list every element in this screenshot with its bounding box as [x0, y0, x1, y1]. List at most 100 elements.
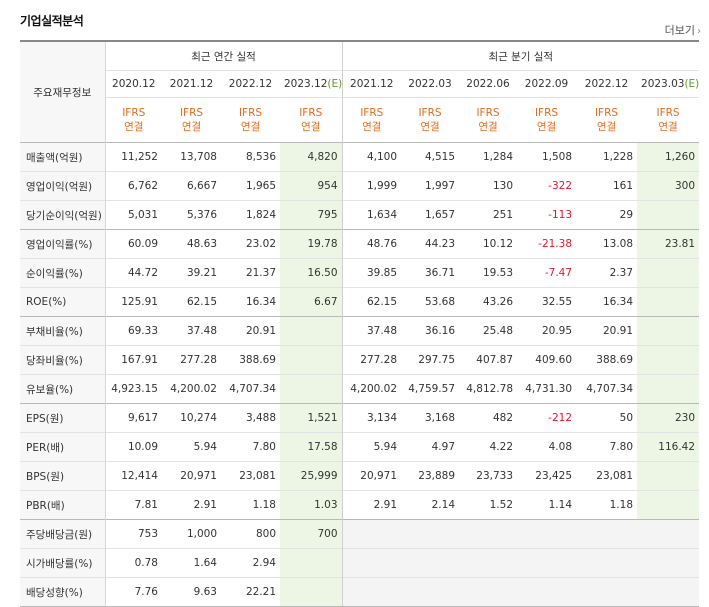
table-row: PER(배) 10.09 5.94 7.80 17.58 5.94 4.97 4.22 4.08… [20, 432, 700, 462]
ifrs-label: IFRS [534, 107, 559, 119]
table-cell: 1.03 [280, 490, 343, 520]
period-label: 2022.06 [466, 78, 510, 90]
table-row: ROE(%) 125.91 62.15 16.34 6.67 62.15 53.68 43.2… [20, 287, 700, 317]
table-cell: 62.15 [342, 287, 402, 317]
table-cell: 1,000 [162, 519, 221, 549]
ifrs-header: IFRS 연결 [401, 97, 460, 143]
table-cell: 69.33 [105, 316, 162, 346]
table-cell: 23,425 [517, 461, 577, 491]
table-cell: 1,997 [401, 171, 460, 201]
table-cell: 3,134 [342, 403, 402, 433]
table-cell: 800 [221, 519, 280, 549]
table-cell: 4,200.02 [342, 374, 402, 404]
page-title: 기업실적분석 [20, 14, 84, 28]
table-cell: 9.63 [162, 577, 221, 607]
table-cell: 251 [459, 200, 518, 230]
table-cell: 36.16 [401, 316, 460, 346]
row-label: 당기순이익(억원) [20, 200, 106, 230]
table-cell [401, 519, 460, 549]
table-cell: 1,260 [637, 142, 700, 172]
period-header: 2023.03(E) [637, 70, 700, 98]
row-label: 배당성향(%) [20, 577, 106, 607]
row-label: PBR(배) [20, 490, 106, 520]
table-row: 당기순이익(억원) 5,031 5,376 1,824 795 1,634 1,657 251… [20, 200, 700, 230]
table-cell: 4,820 [280, 142, 343, 172]
table-cell [517, 577, 577, 607]
table-cell [459, 519, 518, 549]
consolidated-label: 연결 [478, 121, 498, 133]
ifrs-header: IFRS 연결 [280, 97, 343, 143]
table-row: 시가배당률(%) 0.78 1.64 2.94 [20, 548, 700, 578]
table-cell: 1,284 [459, 142, 518, 172]
table-cell: 10,274 [162, 403, 221, 433]
period-label: 2022.03 [408, 78, 452, 90]
ifrs-header: IFRS 연결 [221, 97, 280, 143]
table-row: 매출액(억원) 11,252 13,708 8,536 4,820 4,100 4,515 1… [20, 142, 700, 172]
table-cell: 388.69 [221, 345, 280, 375]
table-cell: 388.69 [576, 345, 638, 375]
table-cell: 409.60 [517, 345, 577, 375]
more-link-label[interactable]: 더보기 [664, 24, 695, 37]
table-cell: 1.52 [459, 490, 518, 520]
table-cell: -7.47 [517, 258, 577, 288]
table-cell: 53.68 [401, 287, 460, 317]
table-cell [637, 258, 700, 288]
financial-summary-table: 주요재무정보 최근 연간 실적 최근 분기 실적 2020.12 2021.12 2… [20, 40, 700, 607]
table-cell: 4,707.34 [576, 374, 638, 404]
table-cell: 48.76 [342, 229, 402, 259]
table-cell [459, 577, 518, 607]
table-cell: 23.02 [221, 229, 280, 259]
table-cell: 4,515 [401, 142, 460, 172]
ifrs-label: IFRS [299, 107, 323, 119]
period-header: 2022.03 [401, 70, 460, 98]
table-cell: 50 [576, 403, 638, 433]
table-row: PBR(배) 7.81 2.91 1.18 1.03 2.91 2.14 1.52 1.14 1.… [20, 490, 700, 520]
table-cell [637, 577, 700, 607]
table-cell: 1,999 [342, 171, 402, 201]
period-header: 2022.09 [517, 70, 577, 98]
row-label: 당좌비율(%) [20, 345, 106, 375]
consolidated-label: 연결 [301, 121, 321, 133]
table-cell: 6.67 [280, 287, 343, 317]
table-row: 유보율(%) 4,923.15 4,200.02 4,707.34 4,200.02 4,… [20, 374, 700, 404]
table-cell: 161 [576, 171, 638, 201]
table-cell: 753 [105, 519, 162, 549]
row-label: 순이익률(%) [20, 258, 106, 288]
table-cell: 62.15 [162, 287, 221, 317]
table-cell: 19.53 [459, 258, 518, 288]
table-cell [637, 316, 700, 346]
table-cell: 20.95 [517, 316, 577, 346]
ifrs-header: IFRS 연결 [517, 97, 577, 143]
table-cell: 23,081 [221, 461, 280, 491]
row-label: 매출액(억원) [20, 142, 106, 172]
table-cell: 297.75 [401, 345, 460, 375]
consolidated-label: 연결 [362, 121, 382, 133]
table-cell: 25,999 [280, 461, 343, 491]
table-cell: 5,031 [105, 200, 162, 230]
ifrs-header: IFRS 연결 [637, 97, 700, 143]
table-cell: 37.48 [342, 316, 402, 346]
table-cell: 6,667 [162, 171, 221, 201]
table-cell [280, 577, 343, 607]
table-cell [459, 548, 518, 578]
table-cell: 4,812.78 [459, 374, 518, 404]
table-cell: 1,657 [401, 200, 460, 230]
row-label: BPS(원) [20, 461, 106, 491]
table-cell: 43.26 [459, 287, 518, 317]
ifrs-label: IFRS [360, 107, 384, 119]
table-cell: 20,971 [162, 461, 221, 491]
table-cell: 407.87 [459, 345, 518, 375]
more-link[interactable]: 더보기 › [665, 22, 701, 38]
table-cell [637, 374, 700, 404]
table-cell: 9,617 [105, 403, 162, 433]
table-cell [342, 577, 402, 607]
table-cell: 23.81 [637, 229, 700, 259]
table-cell [637, 200, 700, 230]
table-cell: 4,100 [342, 142, 402, 172]
table-cell: 7.81 [105, 490, 162, 520]
table-cell [280, 548, 343, 578]
table-cell [637, 490, 700, 520]
ifrs-label: IFRS [418, 107, 442, 119]
table-cell: 32.55 [517, 287, 577, 317]
consolidated-label: 연결 [240, 121, 261, 133]
